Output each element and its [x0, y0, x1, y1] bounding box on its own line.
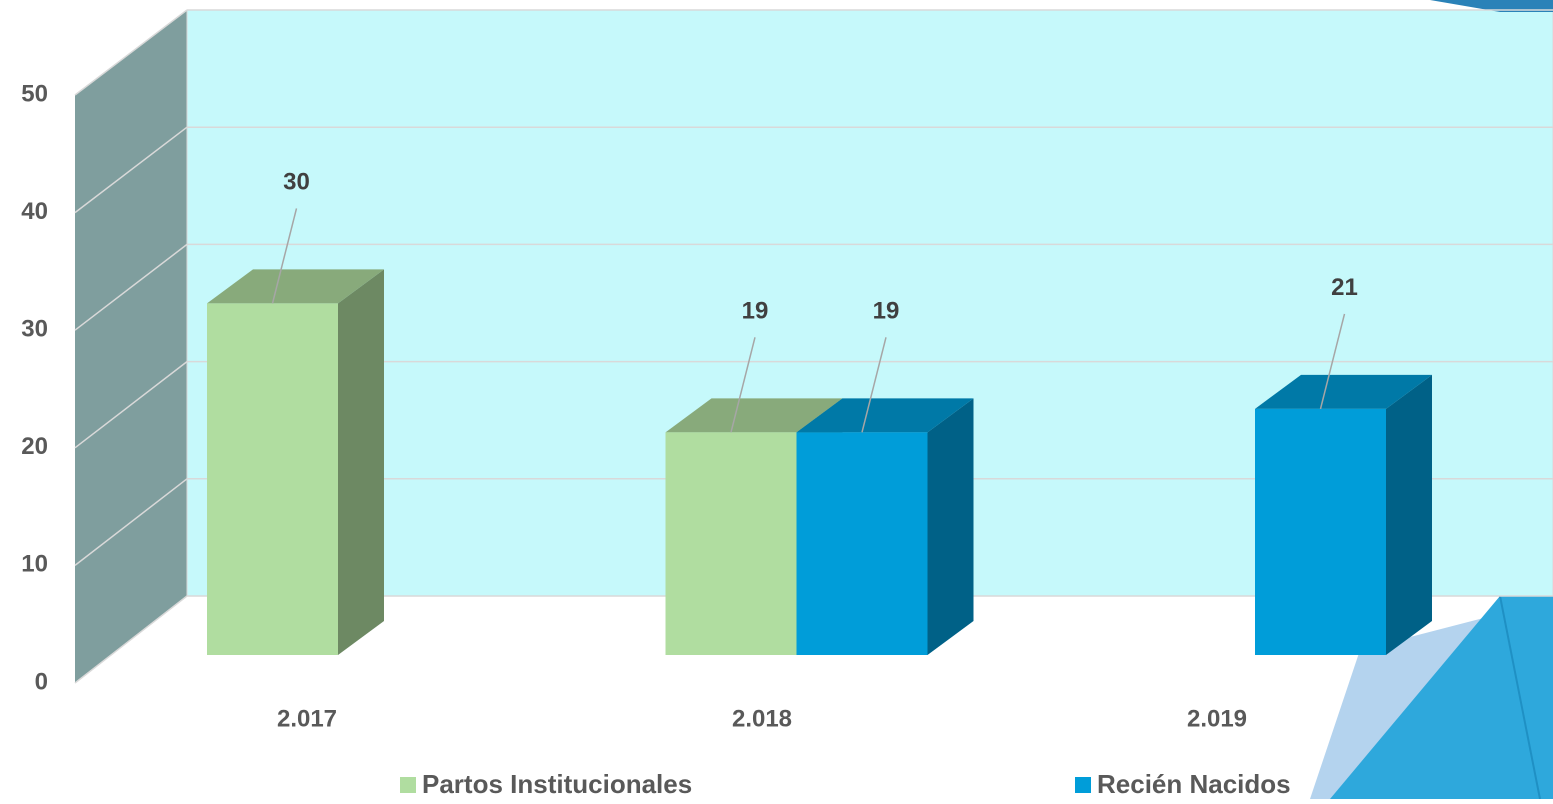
data-label: 19 — [742, 298, 769, 325]
bar — [666, 432, 797, 655]
legend-label: Partos Institucionales — [422, 769, 692, 799]
data-label: 30 — [283, 169, 310, 196]
legend-label: Recién Nacidos — [1097, 769, 1291, 799]
x-tick-label: 2.018 — [732, 705, 792, 732]
y-tick-label: 50 — [21, 80, 48, 107]
y-tick-label: 20 — [21, 433, 48, 460]
legend-swatch — [1075, 777, 1091, 793]
legend-swatch — [400, 777, 416, 793]
x-tick-label: 2.017 — [277, 705, 337, 732]
bar-side — [928, 398, 974, 655]
data-label: 21 — [1331, 274, 1358, 301]
chart: 0 10 20 30 40 50 2.017 2.018 2.019 30 19 19 21 Partos… — [0, 0, 1553, 799]
bar-side — [338, 269, 384, 655]
bar — [797, 432, 928, 655]
bar — [207, 303, 338, 655]
y-tick-label: 30 — [21, 316, 48, 343]
page: 0 10 20 30 40 50 2.017 2.018 2.019 30 19 19 21 Partos… — [0, 0, 1553, 799]
x-tick-label: 2.019 — [1187, 705, 1247, 732]
side-wall — [75, 10, 187, 683]
y-tick-label: 0 — [35, 668, 48, 695]
bar — [1255, 409, 1386, 655]
y-tick-label: 10 — [21, 551, 48, 578]
data-label: 19 — [873, 298, 900, 325]
y-tick-label: 40 — [21, 198, 48, 225]
bar-side — [1386, 375, 1432, 655]
